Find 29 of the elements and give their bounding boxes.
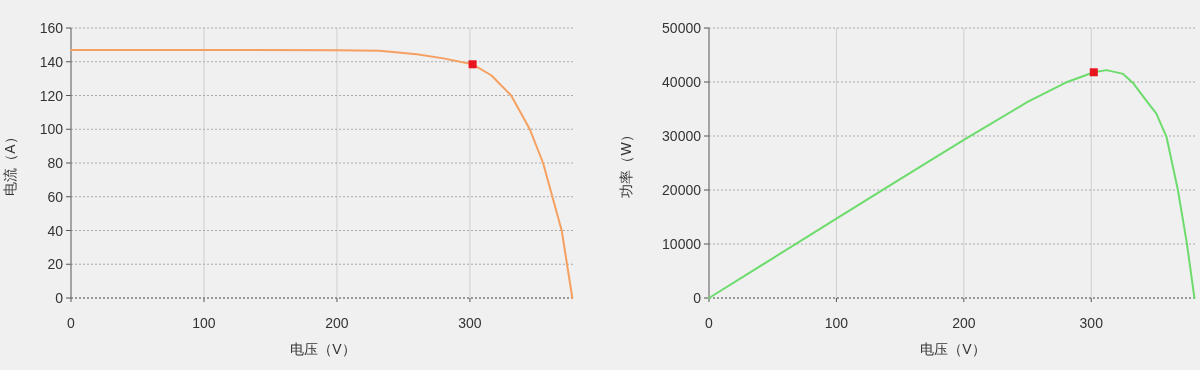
y-tick-label: 10000 — [662, 236, 702, 252]
x-tick-label: 100 — [192, 315, 216, 331]
y-tick-label: 80 — [47, 155, 64, 171]
x-tick-label: 200 — [325, 315, 349, 331]
x-tick-label: 300 — [1079, 315, 1104, 331]
x-tick-label: 200 — [952, 315, 976, 331]
y-tick-label: 50000 — [662, 20, 702, 36]
y-tick-label: 0 — [693, 290, 702, 306]
y-tick-label: 160 — [39, 20, 64, 36]
x-axis-title: 电压（V） — [920, 341, 986, 357]
x-tick-label: 0 — [67, 315, 76, 331]
y-tick-label: 60 — [47, 188, 64, 205]
y-axis-title: 电流（A） — [2, 130, 18, 196]
y-tick-label: 120 — [39, 87, 64, 104]
y-tick-label: 30000 — [662, 128, 702, 144]
x-tick-label: 100 — [824, 315, 849, 331]
x-tick-label: 0 — [705, 315, 714, 331]
y-tick-label: 20 — [47, 256, 64, 273]
x-axis-title: 电压（V） — [290, 341, 356, 357]
x-tick-label: 300 — [458, 315, 482, 331]
y-tick-label: 40 — [47, 222, 64, 239]
y-tick-label: 140 — [39, 53, 64, 70]
y-tick-label: 40000 — [662, 74, 702, 90]
y-axis-title: 功率（W） — [618, 128, 634, 198]
y-tick-label: 0 — [55, 290, 64, 306]
line-series — [70, 48, 574, 299]
y-tick-label: 100 — [39, 121, 64, 138]
line-series — [708, 69, 1196, 299]
y-tick-label: 20000 — [662, 182, 702, 198]
